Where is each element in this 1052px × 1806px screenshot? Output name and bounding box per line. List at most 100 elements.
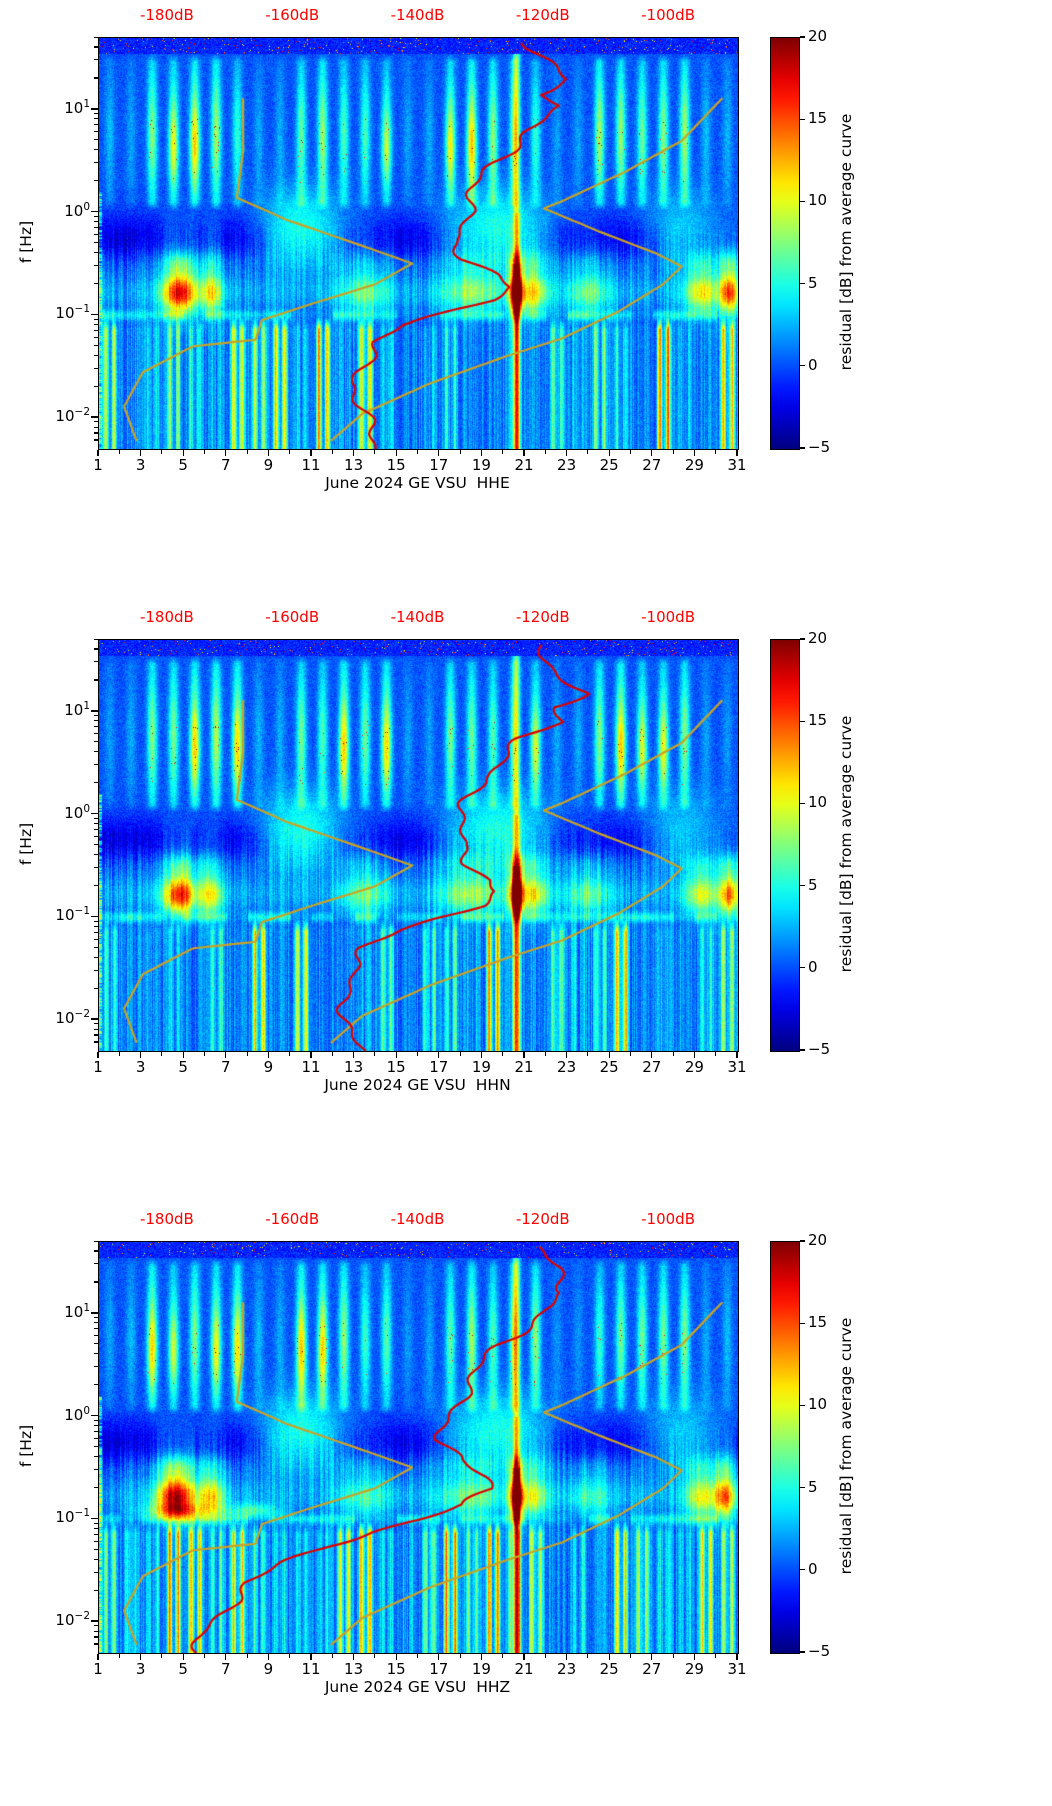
x-tick (267, 450, 270, 456)
x-tick-label: 19 (471, 1058, 491, 1076)
x-tick (651, 1052, 653, 1058)
y-minor-tick (93, 432, 98, 434)
y-minor-tick (93, 59, 98, 61)
x-tick (139, 1052, 142, 1058)
x-tick-label: 17 (429, 1660, 449, 1678)
x-tick-label: 31 (727, 1660, 747, 1678)
x-minor-tick (715, 1052, 717, 1056)
x-tick-label: 19 (471, 456, 491, 474)
y-minor-tick (93, 1023, 98, 1025)
colorbar-tick-label: −5 (808, 438, 831, 456)
y-minor-tick (93, 1281, 98, 1283)
colorbar-tick (800, 1240, 805, 1242)
x-tick-label: 31 (727, 456, 747, 474)
x-tick (736, 1052, 738, 1058)
x-tick-label: 13 (344, 1058, 364, 1076)
x-tick-label: 3 (135, 456, 146, 474)
x-tick (438, 1654, 440, 1660)
x-tick (182, 1654, 184, 1660)
spectrogram-canvas-hhn (99, 640, 738, 1051)
y-minor-tick (93, 925, 98, 927)
y-minor-tick (93, 733, 98, 735)
y-tick-label: 100 (64, 200, 90, 220)
y-minor-tick (93, 1643, 98, 1645)
y-tick-label: 10−1 (55, 303, 90, 323)
y-minor-tick (93, 421, 98, 423)
y-tick (91, 812, 98, 815)
y-minor-tick (93, 1625, 98, 1627)
x-tick (693, 1052, 696, 1058)
y-minor-tick (93, 162, 98, 164)
x-minor-tick (672, 1654, 674, 1658)
x-tick (225, 1654, 227, 1660)
y-tick (91, 210, 98, 213)
colorbar (770, 37, 800, 450)
x-axis-title: June 2024 GE VSU HHE (325, 474, 510, 492)
x-tick (182, 450, 184, 456)
y-minor-tick (93, 884, 98, 887)
y-minor-tick (93, 1384, 98, 1386)
x-tick (438, 450, 440, 456)
y-minor-tick (93, 139, 98, 141)
x-minor-tick (374, 1052, 376, 1056)
x-tick-label: 1 (93, 1660, 103, 1678)
x-tick-label: 15 (386, 1058, 406, 1076)
colorbar-tick-label: 5 (808, 273, 818, 292)
y-axis-label: f [Hz] (17, 1424, 35, 1468)
x-minor-tick (331, 1654, 333, 1658)
x-tick-label: 13 (344, 1660, 364, 1678)
y-tick-label: 10−1 (55, 1507, 90, 1527)
y-minor-tick (93, 648, 98, 650)
x-tick (182, 1052, 184, 1058)
y-minor-tick (93, 46, 98, 48)
x-tick (523, 1052, 525, 1058)
y-minor-tick (93, 741, 98, 743)
x-tick (310, 1654, 312, 1660)
x-tick (608, 1052, 610, 1058)
x-tick (267, 1052, 270, 1058)
colorbar-tick (800, 802, 805, 805)
x-minor-tick (502, 1654, 504, 1658)
y-minor-tick (93, 1468, 98, 1470)
y-minor-tick (93, 1522, 98, 1524)
x-minor-tick (502, 450, 504, 454)
y-tick (91, 1018, 98, 1020)
x-tick (693, 450, 696, 456)
x-tick (97, 450, 99, 456)
y-minor-tick (93, 679, 98, 681)
x-tick (651, 450, 653, 456)
y-minor-tick (93, 751, 98, 753)
x-tick (523, 1654, 525, 1660)
x-tick-label: 23 (557, 1660, 577, 1678)
x-tick (480, 1654, 483, 1660)
x-tick-label: 3 (135, 1660, 146, 1678)
x-tick (438, 1052, 440, 1058)
x-minor-tick (672, 450, 674, 454)
x-tick (97, 1052, 99, 1058)
y-minor-tick (93, 226, 98, 229)
x-tick-label: 9 (263, 1660, 274, 1678)
y-minor-tick (93, 866, 98, 868)
y-tick-label: 10−2 (55, 1610, 90, 1630)
x-minor-tick (459, 1654, 461, 1658)
y-minor-tick (93, 920, 98, 922)
x-tick-label: 9 (263, 456, 274, 474)
colorbar-tick-label: 10 (808, 1395, 828, 1414)
colorbar-tick-label: 20 (808, 629, 828, 647)
x-tick-label: 5 (178, 456, 188, 474)
y-minor-tick (93, 638, 98, 640)
x-minor-tick (544, 1052, 546, 1056)
y-minor-tick (93, 1548, 98, 1550)
y-minor-tick (93, 1335, 98, 1337)
top-axis-tick-label: -160dB (265, 6, 320, 24)
y-minor-tick (93, 251, 98, 254)
y-minor-tick (93, 344, 98, 346)
x-minor-tick (203, 1052, 206, 1056)
y-minor-tick (93, 1250, 98, 1252)
x-tick (225, 450, 227, 456)
y-minor-tick (93, 726, 98, 728)
y-minor-tick (93, 1240, 98, 1242)
x-minor-tick (203, 1654, 206, 1658)
colorbar-tick (800, 1049, 805, 1051)
